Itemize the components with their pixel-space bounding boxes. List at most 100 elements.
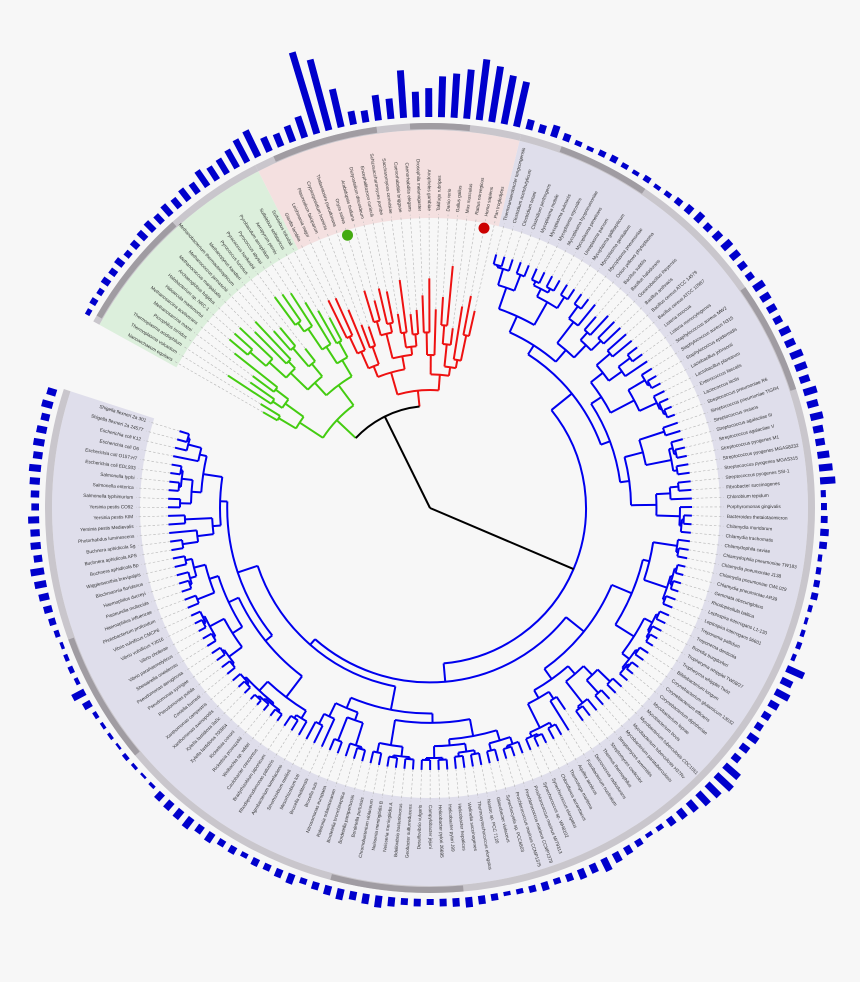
branch xyxy=(586,698,598,711)
bar-bacteria xyxy=(490,893,499,902)
leader-line xyxy=(607,292,631,317)
bar-bacteria xyxy=(92,710,100,720)
branch xyxy=(276,713,283,722)
bar-bacteria xyxy=(711,230,724,242)
ring-dark-segment xyxy=(740,287,797,391)
branch xyxy=(662,602,673,609)
leader-line xyxy=(175,638,204,655)
branch xyxy=(507,259,514,272)
bar-bacteria xyxy=(799,629,806,638)
branch xyxy=(336,419,357,439)
bar-bacteria xyxy=(73,677,81,686)
leader-line xyxy=(620,305,644,329)
branch-arc xyxy=(333,738,343,743)
leader-line xyxy=(143,440,176,449)
leader-line xyxy=(438,769,441,802)
leader-line xyxy=(461,217,477,307)
branch xyxy=(313,725,324,744)
branch xyxy=(403,758,407,769)
bar-bacteria xyxy=(562,132,572,143)
branch xyxy=(249,693,256,700)
branch xyxy=(416,390,421,407)
branch-arc xyxy=(670,442,676,455)
leader-line xyxy=(326,232,362,325)
leaf-label: Helicobacter hepaticus xyxy=(457,803,467,851)
leader-line xyxy=(594,279,616,305)
branch xyxy=(663,412,667,416)
leader-line xyxy=(464,767,469,800)
leaf-label: Salmonella typhi xyxy=(100,472,135,480)
bar-bacteria xyxy=(322,884,333,896)
branch xyxy=(680,530,691,534)
bar-eukaryota xyxy=(288,51,321,135)
bar-bacteria xyxy=(525,118,535,131)
leader-line xyxy=(274,730,292,758)
branch xyxy=(269,708,277,717)
bar-bacteria xyxy=(31,503,40,511)
leader-line xyxy=(520,232,533,263)
branch xyxy=(179,430,190,436)
leader-line xyxy=(214,686,239,709)
branch xyxy=(410,346,414,355)
bar-bacteria xyxy=(702,222,713,233)
branch xyxy=(228,338,249,356)
branch xyxy=(206,639,217,647)
bar-bacteria xyxy=(250,857,261,868)
bar-eukaryota xyxy=(306,58,333,132)
leader-line xyxy=(636,327,663,348)
bar-eukaryota xyxy=(347,110,357,126)
leaf-label: Desulfovibrio vulgaris xyxy=(416,804,422,849)
branch xyxy=(328,317,343,342)
branch xyxy=(554,723,563,736)
branch xyxy=(345,697,352,709)
branch xyxy=(184,517,213,521)
branch xyxy=(389,686,397,710)
leader-line xyxy=(609,698,632,723)
bar-bacteria xyxy=(30,541,42,550)
branch-arc xyxy=(621,649,637,669)
bar-bacteria xyxy=(426,898,434,905)
branch xyxy=(655,617,666,625)
branch xyxy=(545,275,554,288)
branch xyxy=(445,759,449,770)
leader-line xyxy=(689,541,722,546)
root-branch xyxy=(383,416,431,509)
branch-arc xyxy=(560,294,569,301)
bar-bacteria xyxy=(609,154,619,164)
leaf-label: Mus musculus xyxy=(465,183,474,214)
leader-line xyxy=(381,217,399,315)
branch-arc xyxy=(239,673,250,684)
bar-bacteria xyxy=(71,688,87,702)
branch xyxy=(543,668,553,680)
bar-bacteria xyxy=(121,752,130,762)
branch xyxy=(611,339,633,358)
leader-line xyxy=(185,652,213,672)
bar-bacteria xyxy=(107,732,114,741)
branch xyxy=(272,400,283,409)
leader-line xyxy=(522,752,535,784)
leaf-label: Geobacter sulfurreducens xyxy=(404,804,413,859)
branch-arc xyxy=(267,680,307,712)
bar-bacteria xyxy=(387,896,396,907)
branch xyxy=(227,374,272,405)
branch xyxy=(552,279,561,292)
bar-bacteria xyxy=(685,799,699,813)
leader-line xyxy=(136,524,169,527)
branch-arc xyxy=(497,284,515,292)
branch xyxy=(284,402,305,418)
branch xyxy=(325,346,338,364)
bar-bacteria xyxy=(730,752,742,764)
branch xyxy=(655,492,671,496)
bar-bacteria xyxy=(597,149,607,158)
bar-bacteria xyxy=(611,850,623,864)
branch-arc xyxy=(185,433,191,443)
branch xyxy=(673,580,682,585)
bar-bacteria xyxy=(515,887,524,895)
branch xyxy=(596,668,611,683)
leader-line xyxy=(687,557,719,565)
branch xyxy=(304,301,332,345)
leader-line xyxy=(538,746,552,776)
bar-bacteria xyxy=(794,361,808,372)
bar-bacteria xyxy=(752,279,766,293)
